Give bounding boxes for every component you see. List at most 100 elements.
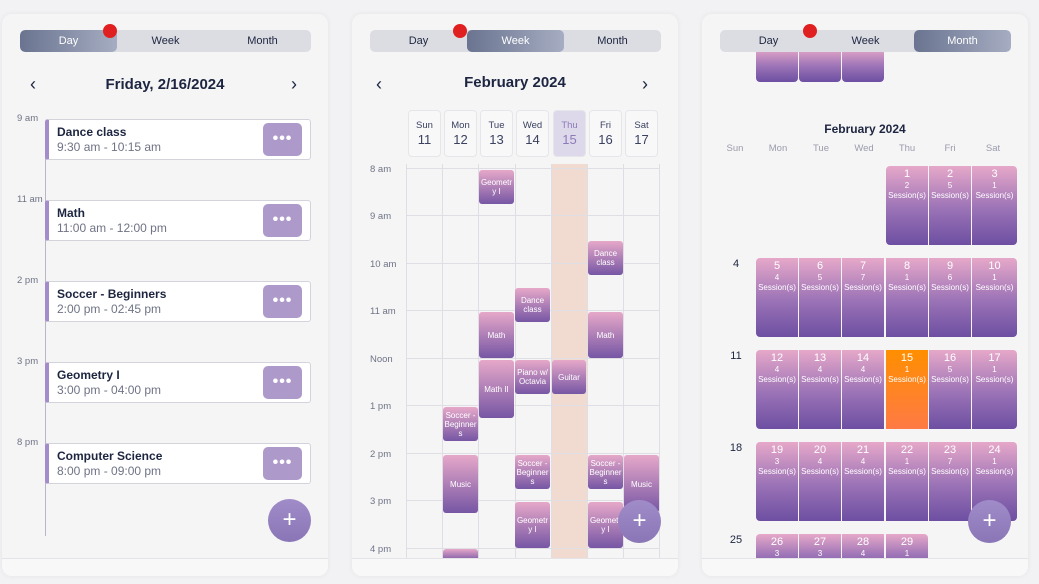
calendar-day-cell[interactable] — [842, 48, 884, 82]
day-date: 13 — [489, 132, 504, 147]
session-block[interactable]: Music — [443, 455, 478, 513]
session-block[interactable]: Geometr y I — [515, 502, 550, 548]
session-block[interactable]: Piano w/ Octavia — [515, 360, 550, 394]
prev-day-chevron-left-icon[interactable]: ‹ — [30, 74, 36, 94]
more-options-icon[interactable]: ••• — [263, 285, 302, 318]
event-card[interactable]: Math 11:00 am - 12:00 pm ••• — [45, 200, 311, 241]
day-name: Tue — [488, 120, 505, 131]
calendar-day-cell[interactable]: 8 1 Session(s) — [886, 258, 928, 337]
calendar-day-cell[interactable] — [756, 48, 798, 82]
session-unit: Session(s) — [975, 467, 1014, 476]
day-header[interactable]: Mon 12 — [444, 110, 477, 157]
calendar-day-cell[interactable]: 10 1 Session(s) — [972, 258, 1017, 337]
segment-day[interactable]: Day — [408, 35, 429, 47]
prev-week-chevron-left-icon[interactable]: ‹ — [376, 74, 382, 94]
calendar-day-cell[interactable]: 12 4 Session(s) — [756, 350, 798, 429]
notification-dot-icon — [103, 24, 117, 38]
session-unit: Session(s) — [888, 283, 926, 292]
calendar-day-cell[interactable]: 19 3 Session(s) — [756, 442, 798, 521]
day-date: 14 — [525, 132, 540, 147]
day-number: 2 — [946, 168, 954, 180]
session-block[interactable]: Dance class — [588, 241, 623, 275]
calendar-day-cell[interactable] — [799, 48, 841, 82]
event-card[interactable]: Geometry I 3:00 pm - 04:00 pm ••• — [45, 362, 311, 403]
session-block[interactable]: Soccer - Beginner s — [443, 407, 478, 441]
calendar-day-cell[interactable]: 5 4 Session(s) — [756, 258, 798, 337]
session-unit: Session(s) — [931, 191, 969, 200]
session-block[interactable]: Geometr y I — [588, 502, 623, 548]
calendar-day-cell-today[interactable]: 15 1 Session(s) — [886, 350, 928, 429]
add-session-plus-icon[interactable]: + — [968, 500, 1011, 543]
event-time: 3:00 pm - 04:00 pm — [57, 383, 162, 397]
segment-month[interactable]: Month — [914, 30, 1011, 52]
segment-week[interactable]: Week — [467, 30, 564, 52]
calendar-day-cell[interactable]: 23 7 Session(s) — [929, 442, 971, 521]
segment-day[interactable]: Day — [758, 35, 779, 47]
segment-week[interactable]: Week — [851, 35, 880, 47]
day-header-today[interactable]: Thu 15 — [553, 110, 586, 157]
weekday-label: Tue — [812, 143, 830, 154]
segment-day[interactable]: Day — [20, 30, 117, 52]
session-block[interactable]: Math — [479, 312, 514, 358]
calendar-day-cell[interactable]: 2 5 Session(s) — [929, 166, 971, 245]
more-options-icon[interactable]: ••• — [263, 204, 302, 237]
session-count: 6 — [947, 273, 953, 282]
event-time: 2:00 pm - 02:45 pm — [57, 302, 162, 316]
weekday-label: Wed — [854, 143, 874, 154]
session-count: 4 — [860, 457, 866, 466]
add-session-plus-icon[interactable]: + — [618, 500, 661, 543]
segment-month[interactable]: Month — [597, 35, 628, 47]
session-block[interactable]: Soccer - Beginner s — [515, 455, 550, 489]
session-count: 3 — [774, 549, 780, 558]
segment-month[interactable]: Month — [247, 35, 278, 47]
day-header[interactable]: Tue 13 — [480, 110, 513, 157]
session-block[interactable]: Geometr y I — [479, 170, 514, 204]
session-unit: Session(s) — [758, 375, 796, 384]
more-options-icon[interactable]: ••• — [263, 366, 302, 399]
day-number: 29 — [900, 536, 914, 548]
event-card[interactable]: Dance class 9:30 am - 10:15 am ••• — [45, 119, 311, 160]
calendar-day-cell[interactable]: 21 4 Session(s) — [842, 442, 884, 521]
calendar-day-cell[interactable]: 3 1 Session(s) — [972, 166, 1017, 245]
next-week-chevron-right-icon[interactable]: › — [642, 74, 648, 94]
day-name: Mon — [451, 120, 470, 131]
calendar-day-cell[interactable]: 13 4 Session(s) — [799, 350, 841, 429]
session-block[interactable]: Soccer - Beginner s — [588, 455, 623, 489]
session-count: 4 — [774, 273, 780, 282]
event-card[interactable]: Soccer - Beginners 2:00 pm - 02:45 pm ••… — [45, 281, 311, 322]
grid-line — [406, 500, 659, 501]
next-day-chevron-right-icon[interactable]: › — [291, 74, 297, 94]
day-header[interactable]: Sat 17 — [625, 110, 658, 157]
session-count: 1 — [904, 365, 910, 374]
more-options-icon[interactable]: ••• — [263, 123, 302, 156]
session-block[interactable]: Guitar — [552, 360, 586, 394]
calendar-day-cell[interactable]: 16 5 Session(s) — [929, 350, 971, 429]
grid-line — [623, 164, 624, 564]
day-header[interactable]: Fri 16 — [589, 110, 622, 157]
day-header[interactable]: Wed 14 — [516, 110, 549, 157]
calendar-day-cell[interactable]: 1 2 Session(s) — [886, 166, 928, 245]
event-title: Dance class — [57, 125, 127, 139]
add-session-plus-icon[interactable]: + — [268, 499, 311, 542]
month-view-screen: Day Week Month February 2024 Sun Mon Tue… — [702, 14, 1028, 576]
event-title: Computer Science — [57, 449, 163, 463]
calendar-day-cell[interactable]: 20 4 Session(s) — [799, 442, 841, 521]
grid-line — [406, 358, 659, 359]
session-block[interactable]: Math II — [479, 360, 514, 418]
segment-week[interactable]: Week — [151, 35, 180, 47]
calendar-day-cell[interactable]: 17 1 Session(s) — [972, 350, 1017, 429]
calendar-day-cell[interactable]: 22 1 Session(s) — [886, 442, 928, 521]
day-date: 17 — [634, 132, 649, 147]
day-header[interactable]: Sun 11 — [408, 110, 441, 157]
event-card[interactable]: Computer Science 8:00 pm - 09:00 pm ••• — [45, 443, 311, 484]
session-block[interactable]: Dance class — [515, 288, 550, 322]
calendar-day-cell[interactable]: 14 4 Session(s) — [842, 350, 884, 429]
day-name: Sat — [634, 120, 649, 131]
calendar-day-cell[interactable]: 6 5 Session(s) — [799, 258, 841, 337]
calendar-day-cell[interactable]: 7 7 Session(s) — [842, 258, 884, 337]
calendar-day-cell[interactable]: 9 6 Session(s) — [929, 258, 971, 337]
session-block[interactable]: Math — [588, 312, 623, 358]
grid-line — [442, 164, 443, 564]
week-row-label: 4 — [732, 258, 740, 270]
more-options-icon[interactable]: ••• — [263, 447, 302, 480]
